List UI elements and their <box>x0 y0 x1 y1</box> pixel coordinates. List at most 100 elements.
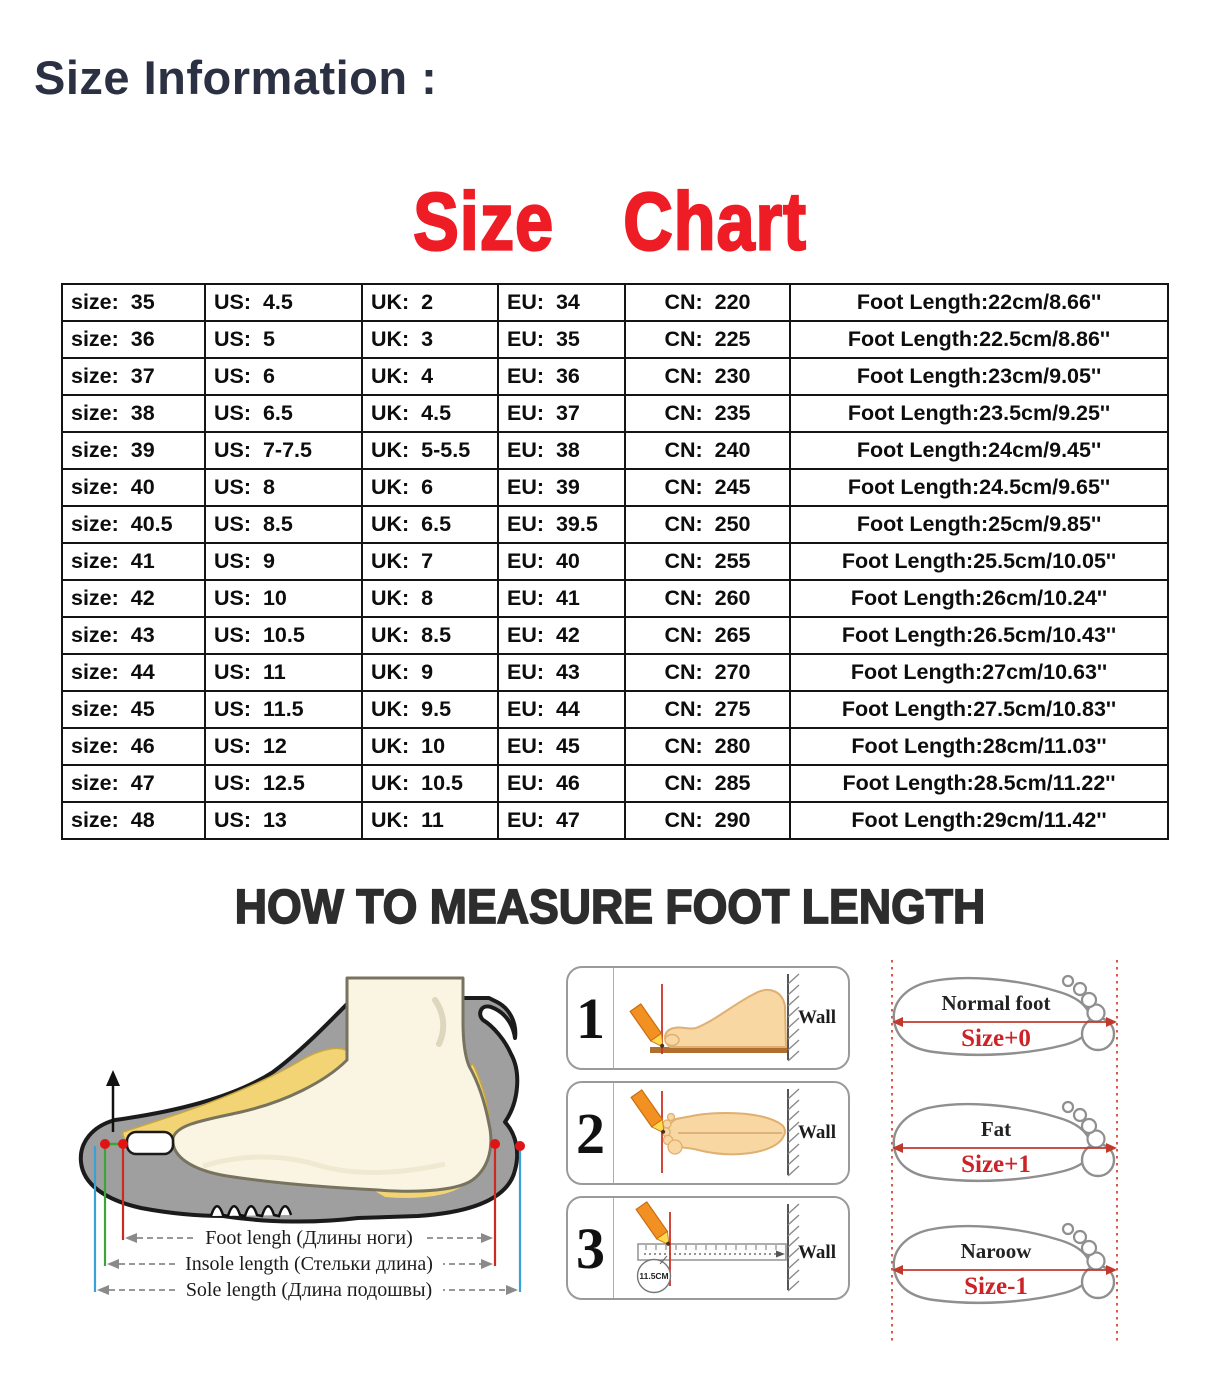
foot-type-narrow: Naroow Size-1 <box>892 1222 1117 1305</box>
table-cell: CN: 255 <box>624 542 791 581</box>
table-row: size: 39 US: 7-7.5 UK: 5-5.5 EU: 38 CN: 240 F… <box>61 431 1169 470</box>
table-cell: EU: 37 <box>497 394 626 433</box>
table-cell: US: 10 <box>204 579 363 618</box>
table-cell: size: 47 <box>61 764 206 803</box>
table-row: size: 47 US: 12.5 UK: 10.5 EU: 46 CN: 285 Foo… <box>61 764 1169 803</box>
toe-notch <box>125 1130 175 1156</box>
ruler <box>637 1243 787 1261</box>
ground <box>650 1047 787 1053</box>
table-cell: CN: 220 <box>624 283 791 322</box>
table-cell: UK: 9.5 <box>361 690 499 729</box>
table-cell: CN: 270 <box>624 653 791 692</box>
measurement-lines: Foot lengh (Длины ноги) Insole length (С… <box>93 1070 525 1302</box>
pencil-icon <box>635 1201 671 1246</box>
table-cell: size: 35 <box>61 283 206 322</box>
table-cell: EU: 39 <box>497 468 626 507</box>
table-cell: EU: 47 <box>497 801 626 840</box>
table-cell: US: 6.5 <box>204 394 363 433</box>
table-cell: Foot Length:26cm/10.24'' <box>789 579 1169 618</box>
table-cell: Foot Length:25cm/9.85'' <box>789 505 1169 544</box>
insole-length-label: Insole length (Стельки длина) <box>185 1253 433 1275</box>
table-cell: size: 46 <box>61 727 206 766</box>
sole-length-label: Sole length (Длина подошвы) <box>186 1279 432 1301</box>
table-cell: Foot Length:28.5cm/11.22'' <box>789 764 1169 803</box>
ruler-mark-label: 11.5CM <box>639 1271 668 1281</box>
table-cell: UK: 4.5 <box>361 394 499 433</box>
table-cell: EU: 36 <box>497 357 626 396</box>
step-box-2: 2 Wall <box>566 1081 850 1185</box>
table-cell: size: 45 <box>61 690 206 729</box>
table-cell: Foot Length:23.5cm/9.25'' <box>789 394 1169 433</box>
table-row: size: 43 US: 10.5 UK: 8.5 EU: 42 CN: 265 Foot… <box>61 616 1169 655</box>
step-number: 3 <box>568 1198 614 1298</box>
table-cell: US: 11 <box>204 653 363 692</box>
table-cell: Foot Length:24cm/9.45'' <box>789 431 1169 470</box>
table-cell: CN: 265 <box>624 616 791 655</box>
foot-side-illustration <box>664 989 788 1048</box>
table-cell: UK: 4 <box>361 357 499 396</box>
wall-label: Wall <box>798 1122 836 1143</box>
table-cell: UK: 2 <box>361 283 499 322</box>
wall-label: Wall <box>798 1007 836 1028</box>
table-row: size: 41 US: 9 UK: 7 EU: 40 CN: 255 Foot Leng… <box>61 542 1169 581</box>
table-cell: UK: 3 <box>361 320 499 359</box>
step-number: 1 <box>568 968 614 1068</box>
table-cell: US: 4.5 <box>204 283 363 322</box>
measure-steps: 1 Wall 2 <box>566 966 850 1311</box>
table-cell: size: 48 <box>61 801 206 840</box>
up-arrow-icon <box>106 1070 120 1086</box>
table-cell: size: 41 <box>61 542 206 581</box>
table-cell: UK: 9 <box>361 653 499 692</box>
table-cell: CN: 225 <box>624 320 791 359</box>
foot-types-diagram: Normal foot Size+0 Fat Size+1 Naroow Siz… <box>891 960 1118 1342</box>
table-cell: US: 11.5 <box>204 690 363 729</box>
size-chart-table: size: 35 US: 4.5 UK: 2 EU: 34 CN: 220 Foot Le… <box>61 283 1169 840</box>
table-cell: Foot Length:23cm/9.05'' <box>789 357 1169 396</box>
table-row: size: 48 US: 13 UK: 11 EU: 47 CN: 290 Foot Le… <box>61 801 1169 840</box>
table-cell: US: 6 <box>204 357 363 396</box>
step-number: 2 <box>568 1083 614 1183</box>
table-row: size: 45 US: 11.5 UK: 9.5 EU: 44 CN: 275 Foot… <box>61 690 1169 729</box>
foot-type-fat: Fat Size+1 <box>892 1100 1117 1183</box>
table-cell: US: 12.5 <box>204 764 363 803</box>
table-row: size: 37 US: 6 UK: 4 EU: 36 CN: 230 Foot Leng… <box>61 357 1169 396</box>
table-cell: EU: 46 <box>497 764 626 803</box>
table-cell: CN: 280 <box>624 727 791 766</box>
table-row: size: 44 US: 11 UK: 9 EU: 43 CN: 270 Foot Len… <box>61 653 1169 692</box>
table-cell: EU: 39.5 <box>497 505 626 544</box>
table-cell: UK: 11 <box>361 801 499 840</box>
table-cell: size: 38 <box>61 394 206 433</box>
foot-type-label: Naroow <box>961 1239 1033 1263</box>
table-row: size: 35 US: 4.5 UK: 2 EU: 34 CN: 220 Foot Le… <box>61 283 1169 322</box>
table-cell: Foot Length:27cm/10.63'' <box>789 653 1169 692</box>
table-cell: US: 10.5 <box>204 616 363 655</box>
table-cell: UK: 10.5 <box>361 764 499 803</box>
step-box-3: 3 Wall <box>566 1196 850 1300</box>
foot-type-label: Fat <box>981 1117 1011 1141</box>
table-cell: US: 5 <box>204 320 363 359</box>
step-box-1: 1 Wall <box>566 966 850 1070</box>
table-cell: CN: 240 <box>624 431 791 470</box>
table-cell: size: 44 <box>61 653 206 692</box>
table-cell: CN: 250 <box>624 505 791 544</box>
table-cell: Foot Length:29cm/11.42'' <box>789 801 1169 840</box>
table-cell: size: 42 <box>61 579 206 618</box>
table-cell: UK: 8.5 <box>361 616 499 655</box>
step-2-illustration: Wall <box>630 1088 836 1177</box>
table-cell: US: 12 <box>204 727 363 766</box>
table-cell: size: 43 <box>61 616 206 655</box>
foot-type-label: Normal foot <box>941 991 1050 1015</box>
table-cell: UK: 5-5.5 <box>361 431 499 470</box>
table-cell: EU: 42 <box>497 616 626 655</box>
table-row: size: 36 US: 5 UK: 3 EU: 35 CN: 225 Foot Leng… <box>61 320 1169 359</box>
table-cell: CN: 230 <box>624 357 791 396</box>
measure-callout-circle <box>636 1258 672 1294</box>
size-table-body: size: 35 US: 4.5 UK: 2 EU: 34 CN: 220 Foot Le… <box>61 283 1169 840</box>
size-chart-title: Size Chart <box>412 174 807 269</box>
table-cell: EU: 43 <box>497 653 626 692</box>
table-row: size: 46 US: 12 UK: 10 EU: 45 CN: 280 Foot Le… <box>61 727 1169 766</box>
table-cell: Foot Length:22.5cm/8.86'' <box>789 320 1169 359</box>
table-cell: CN: 275 <box>624 690 791 729</box>
table-row: size: 38 US: 6.5 UK: 4.5 EU: 37 CN: 235 Foot … <box>61 394 1169 433</box>
pencil-icon <box>629 1003 665 1048</box>
